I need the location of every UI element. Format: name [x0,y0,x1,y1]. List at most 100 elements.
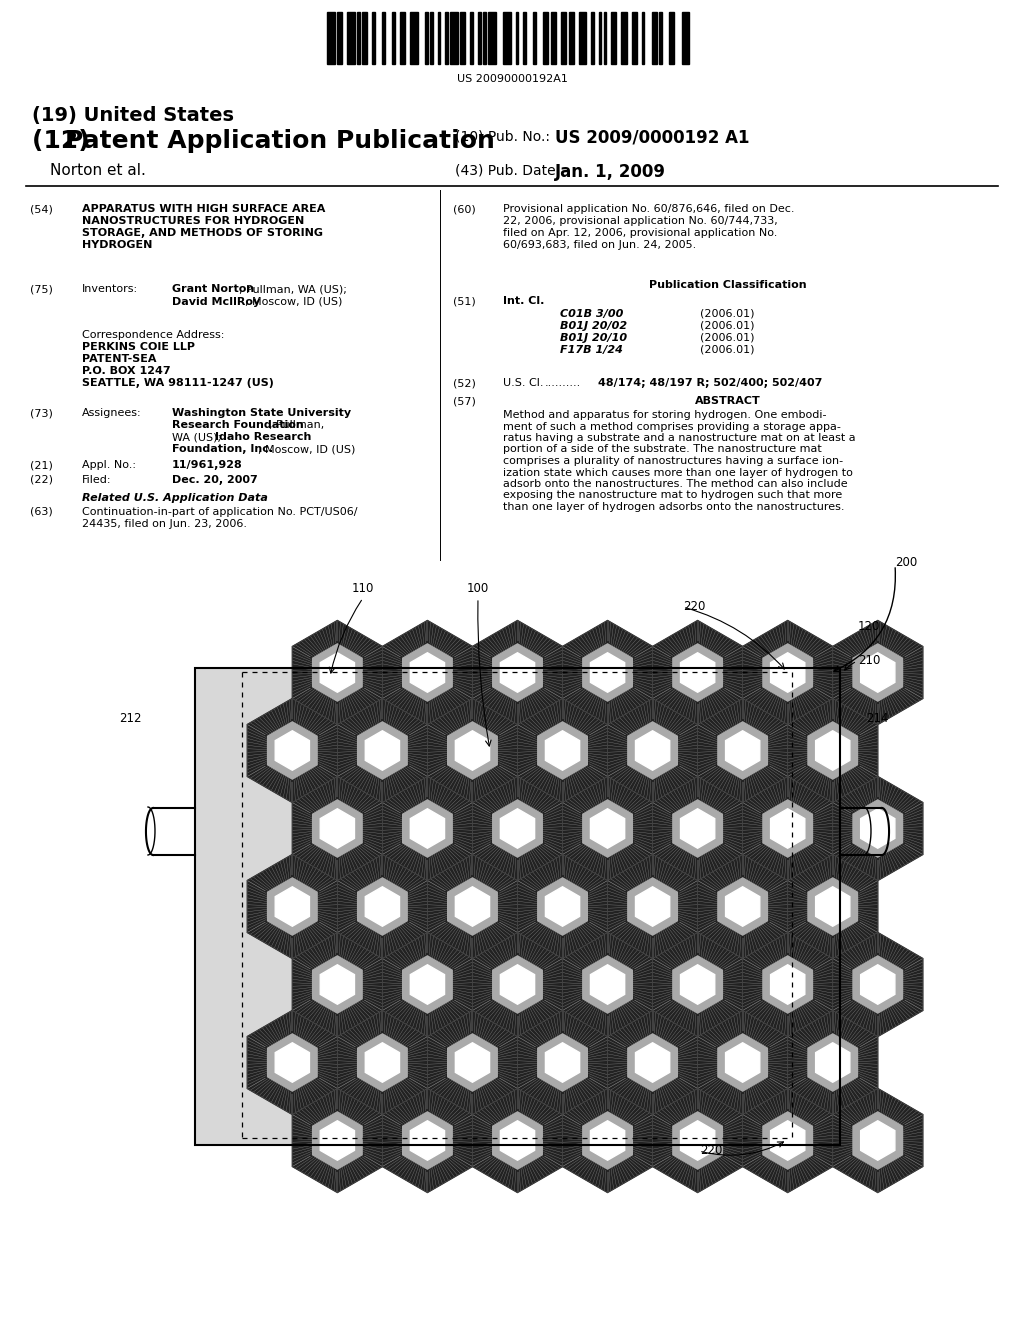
Polygon shape [583,956,633,1014]
Polygon shape [853,800,902,857]
Polygon shape [411,965,444,1005]
Polygon shape [697,854,787,958]
Polygon shape [472,1089,562,1192]
Polygon shape [833,1089,923,1192]
Polygon shape [275,731,309,771]
Polygon shape [292,932,382,1036]
Polygon shape [337,854,427,958]
Polygon shape [860,1121,895,1160]
Text: (22): (22) [30,475,53,484]
Text: Filed:: Filed: [82,475,112,484]
Polygon shape [742,1089,833,1192]
Polygon shape [275,1043,309,1082]
Polygon shape [681,965,715,1005]
Bar [670,12,675,63]
Polygon shape [628,1034,677,1092]
Polygon shape [321,809,354,849]
Bar [579,12,587,63]
Bar [400,12,406,63]
Text: F17B 1/24: F17B 1/24 [560,345,623,355]
Text: Dec. 20, 2007: Dec. 20, 2007 [172,475,258,484]
Polygon shape [493,644,543,701]
Bar [373,12,375,63]
Polygon shape [292,620,382,725]
Text: David McIlRoy: David McIlRoy [172,297,260,308]
Polygon shape [538,722,588,779]
Text: Provisional application No. 60/876,646, filed on Dec.: Provisional application No. 60/876,646, … [503,205,795,214]
Polygon shape [321,1121,354,1160]
Polygon shape [411,653,444,692]
Polygon shape [456,731,489,771]
Polygon shape [248,698,337,803]
Text: 214: 214 [866,711,889,725]
Polygon shape [312,1111,362,1170]
Polygon shape [787,1011,878,1114]
Polygon shape [337,698,427,803]
Polygon shape [697,1011,787,1114]
Polygon shape [652,932,742,1036]
Text: (51): (51) [453,296,476,306]
Bar [544,12,549,63]
Text: Norton et al.: Norton et al. [50,162,145,178]
Text: filed on Apr. 12, 2006, provisional application No.: filed on Apr. 12, 2006, provisional appl… [503,228,777,238]
Polygon shape [628,878,677,935]
Polygon shape [860,809,895,849]
Text: (52): (52) [453,378,476,388]
Bar [327,12,335,63]
Polygon shape [267,1034,317,1092]
Polygon shape [538,1034,588,1092]
Polygon shape [472,932,562,1036]
Text: Foundation, Inc.: Foundation, Inc. [172,444,273,454]
Text: comprises a plurality of nanostructures having a surface ion-: comprises a plurality of nanostructures … [503,455,843,466]
Text: Method and apparatus for storing hydrogen. One embodi-: Method and apparatus for storing hydroge… [503,411,826,420]
Text: (2006.01): (2006.01) [700,333,755,343]
Text: adsorb onto the nanostructures. The method can also include: adsorb onto the nanostructures. The meth… [503,479,848,488]
Text: U.S. Cl.: U.S. Cl. [503,378,544,388]
Text: exposing the nanostructure mat to hydrogen such that more: exposing the nanostructure mat to hydrog… [503,491,843,500]
Text: (75): (75) [30,284,53,294]
Polygon shape [787,698,878,803]
Text: , Moscow, ID (US): , Moscow, ID (US) [245,297,342,308]
Text: ratus having a substrate and a nanostructure mat on at least a: ratus having a substrate and a nanostruc… [503,433,856,444]
Bar [523,12,526,63]
Text: (21): (21) [30,459,53,470]
Polygon shape [267,878,317,935]
Bar [488,12,496,63]
Bar [561,12,566,63]
Bar [503,12,511,63]
Polygon shape [636,887,670,927]
Text: US 2009/0000192 A1: US 2009/0000192 A1 [555,129,750,147]
Text: Int. Cl.: Int. Cl. [503,296,545,306]
Text: PATENT-SEA: PATENT-SEA [82,354,157,364]
Bar [682,12,689,63]
Polygon shape [833,932,923,1036]
Polygon shape [833,620,923,725]
Text: SEATTLE, WA 98111-1247 (US): SEATTLE, WA 98111-1247 (US) [82,378,273,388]
Polygon shape [427,698,517,803]
Polygon shape [292,1089,382,1192]
Text: 200: 200 [895,556,918,569]
Polygon shape [718,878,767,935]
Text: 11/961,928: 11/961,928 [172,459,243,470]
Polygon shape [583,800,633,857]
Bar [622,12,627,63]
Polygon shape [853,956,902,1014]
Text: Research Foundation: Research Foundation [172,420,304,430]
Polygon shape [726,887,760,927]
Polygon shape [382,1089,472,1192]
Bar [195,668,840,1144]
Text: B01J 20/10: B01J 20/10 [560,333,627,343]
Polygon shape [546,731,580,771]
Bar [632,12,637,63]
Text: Jan. 1, 2009: Jan. 1, 2009 [555,162,666,181]
Bar [470,12,473,63]
Text: 22, 2006, provisional application No. 60/744,733,: 22, 2006, provisional application No. 60… [503,216,778,226]
Bar [437,12,440,63]
Polygon shape [501,965,535,1005]
Text: (63): (63) [30,507,53,517]
Polygon shape [357,722,408,779]
Polygon shape [562,932,652,1036]
Bar [461,12,466,63]
Polygon shape [562,776,652,880]
Polygon shape [591,809,625,849]
